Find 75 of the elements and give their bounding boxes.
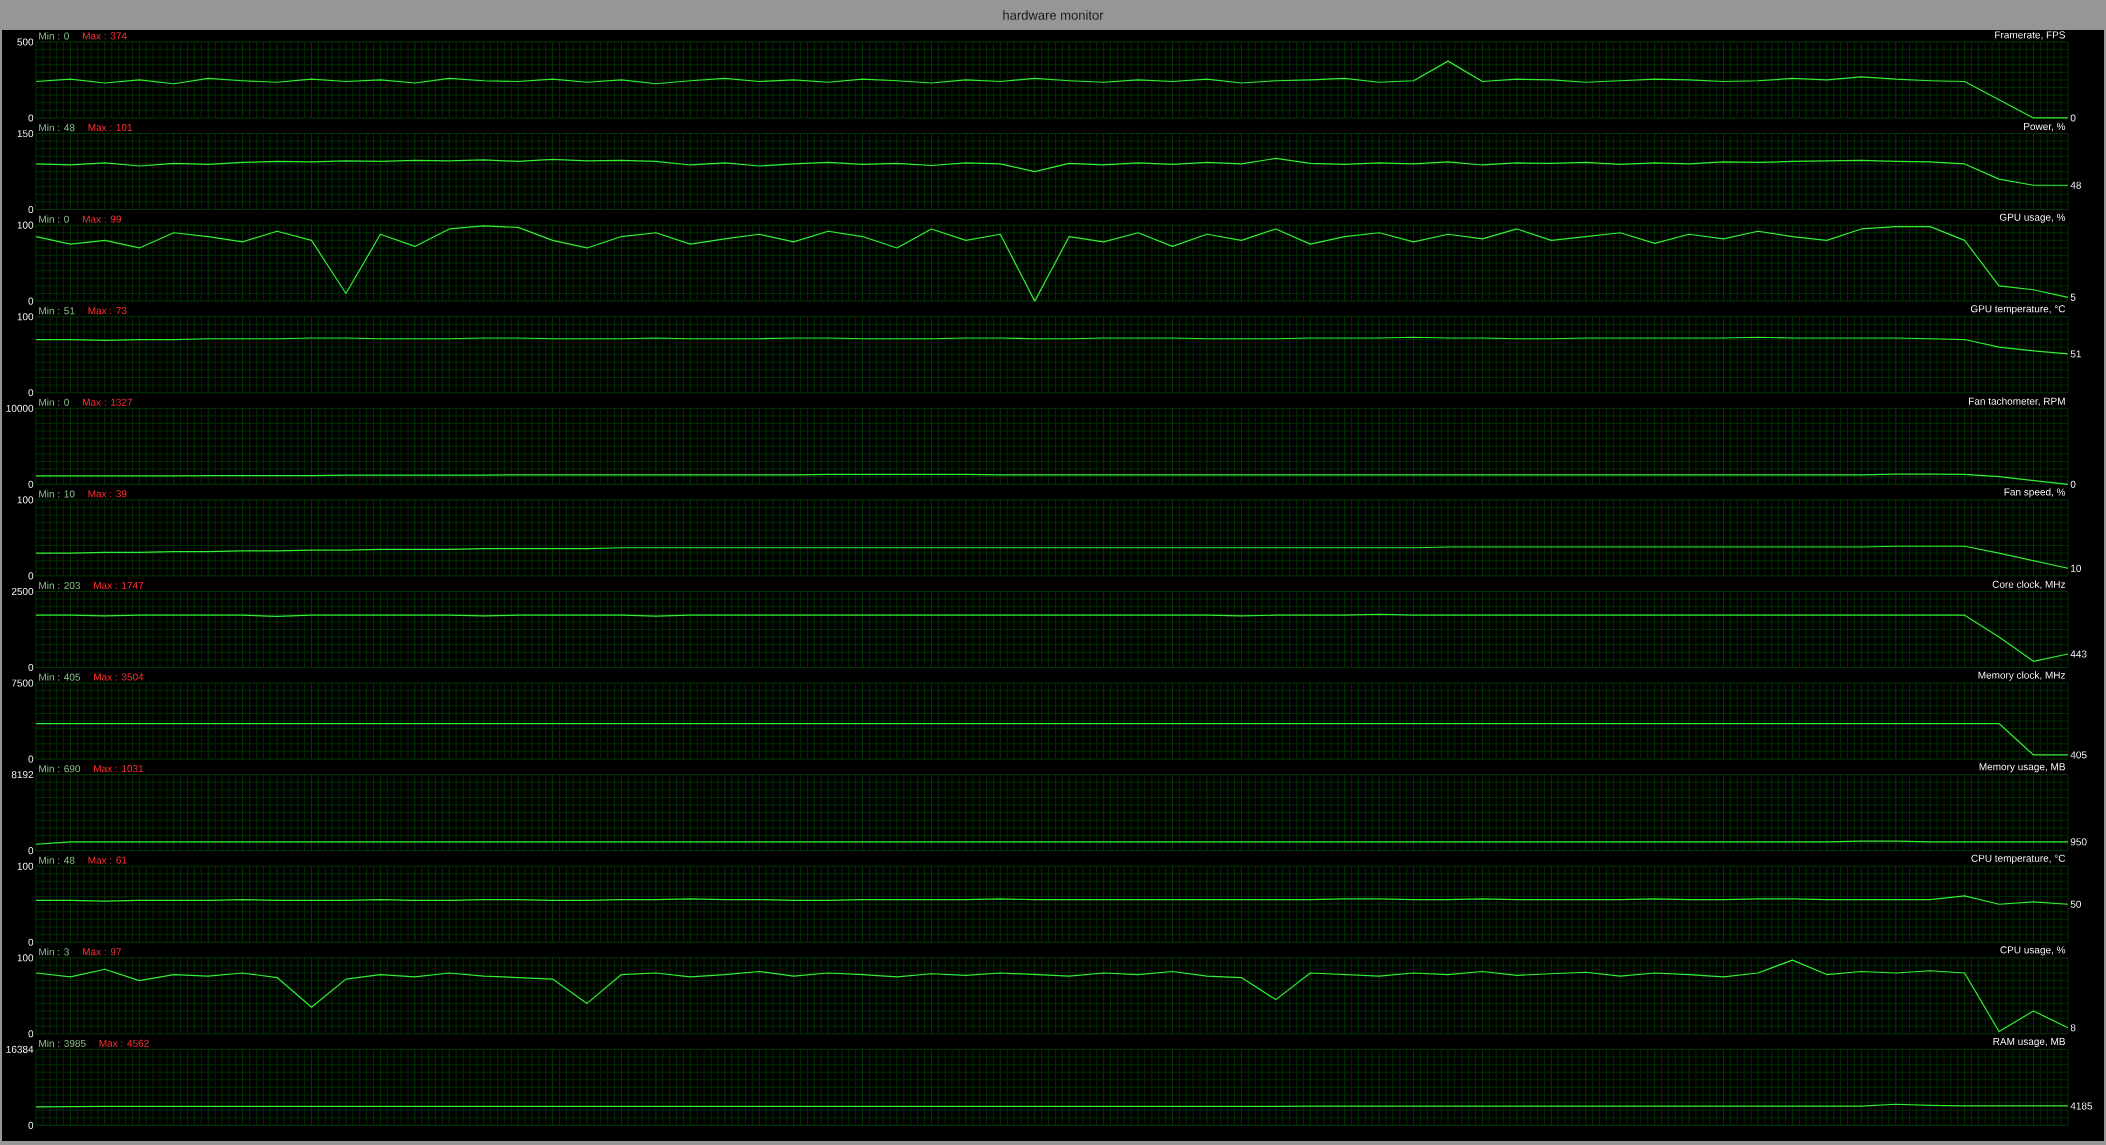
- text: Max : 3504: [94, 673, 144, 681]
- y-tick-label: 16384: [6, 1045, 34, 1053]
- chart-title: Core clock, MHz: [1992, 580, 2066, 590]
- text: 51: [2070, 350, 2081, 358]
- y-tick-label: 0: [28, 206, 34, 214]
- text: Min : 48: [39, 856, 75, 864]
- chart-title: Fan tachometer, RPM: [1969, 397, 2065, 406]
- text: Max : 73: [88, 307, 127, 315]
- text: Min : 3985: [39, 1039, 86, 1047]
- y-tick-label: 0: [28, 847, 34, 855]
- text: Min : 3: [39, 948, 69, 956]
- chart-title: GPU temperature, °C: [1970, 305, 2066, 315]
- y-tick-label: 0: [28, 297, 34, 305]
- text: Max : 39: [88, 490, 127, 498]
- text: hardware monitor: [1003, 10, 1104, 20]
- y-tick-label: 0: [28, 938, 34, 946]
- text: 4185: [2070, 1102, 2093, 1110]
- chart-title: GPU usage, %: [1999, 213, 2066, 223]
- text: Max : 61: [88, 856, 127, 864]
- text: Min : 203: [39, 581, 81, 590]
- y-tick-label: 100: [17, 313, 34, 321]
- y-tick-label: 0: [28, 755, 34, 763]
- text: Min : 0: [39, 215, 69, 223]
- y-tick-label: 100: [17, 954, 34, 962]
- text: 50: [2070, 900, 2082, 908]
- line-series: [35, 225, 2069, 302]
- chart-title: RAM usage, MB: [1993, 1038, 2065, 1047]
- text: 0: [2070, 480, 2076, 488]
- text: 443: [2070, 650, 2087, 658]
- y-tick-label: 0: [28, 389, 34, 397]
- text: 405: [2070, 751, 2087, 759]
- text: Min : 690: [39, 764, 81, 773]
- y-tick-label: 100: [17, 221, 34, 229]
- y-tick-label: 2500: [11, 587, 34, 596]
- text: Min : 51: [39, 306, 75, 315]
- text: Max : 1031: [94, 765, 144, 773]
- y-tick-label: 8192: [11, 771, 34, 779]
- text: 5: [2070, 293, 2076, 301]
- line-series: [35, 157, 2069, 186]
- text: 950: [2070, 838, 2087, 846]
- text: 0: [2070, 114, 2076, 122]
- text: 8: [2070, 1024, 2076, 1032]
- y-tick-label: 0: [28, 1121, 34, 1129]
- text: 48: [2070, 181, 2082, 189]
- chart-title: Fan speed, %: [2004, 488, 2066, 498]
- chart-title: Memory usage, MB: [1979, 763, 2065, 773]
- y-tick-label: 10000: [6, 404, 34, 412]
- y-tick-label: 500: [17, 38, 34, 46]
- chart-title: Power, %: [2024, 122, 2066, 132]
- y-tick-label: 0: [28, 1030, 34, 1038]
- text: Min : 48: [39, 123, 75, 132]
- text: Max : 1327: [82, 398, 133, 406]
- y-tick-label: 0: [28, 663, 34, 671]
- text: Max : 4562: [99, 1039, 149, 1047]
- y-tick-label: 100: [17, 496, 34, 504]
- chart-title: Framerate, FPS: [1995, 31, 2066, 40]
- text: Min : 405: [39, 673, 81, 681]
- chart-title: CPU temperature, °C: [1971, 854, 2066, 864]
- text: Max : 374: [82, 32, 127, 40]
- chart-title: Memory clock, MHz: [1978, 671, 2066, 681]
- y-tick-label: 7500: [11, 679, 34, 687]
- text: Max : 101: [88, 123, 133, 132]
- y-tick-label: 100: [17, 862, 34, 870]
- text: Min : 10: [39, 490, 75, 498]
- text: Min : 0: [39, 398, 69, 406]
- text: Min : 0: [39, 32, 69, 40]
- y-tick-label: 0: [28, 480, 34, 488]
- text: Max : 99: [82, 215, 121, 223]
- y-tick-label: 150: [17, 130, 34, 138]
- text: Max : 1747: [94, 581, 144, 589]
- y-tick-label: 0: [28, 572, 34, 580]
- text: 10: [2071, 564, 2082, 572]
- text: Max : 97: [82, 948, 121, 956]
- y-tick-label: 0: [28, 114, 34, 122]
- chart-title: CPU usage, %: [2000, 946, 2066, 956]
